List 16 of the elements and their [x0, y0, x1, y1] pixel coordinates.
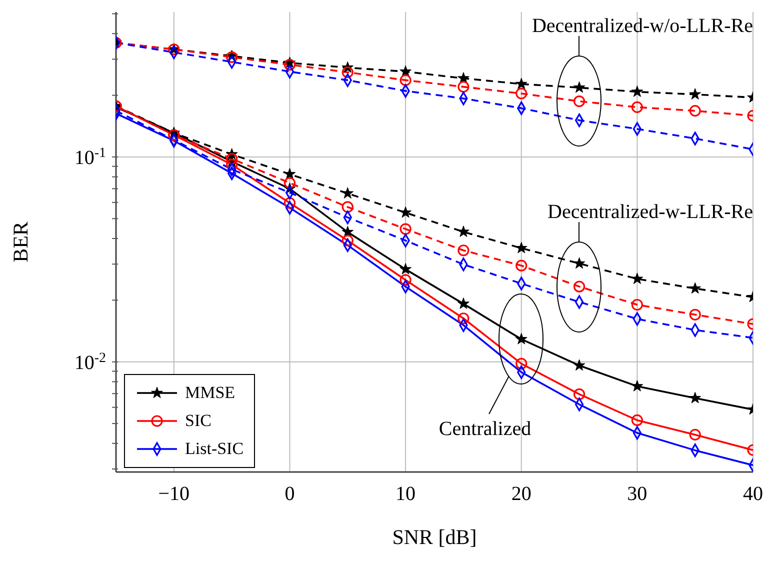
x-tick-label: 40 [743, 483, 763, 505]
annotation: Decentralized-w/o-LLR-Re [532, 15, 754, 37]
x-axis-title: SNR [dB] [392, 525, 477, 549]
legend-label: MMSE [185, 383, 236, 403]
x-tick-label: 30 [627, 483, 648, 505]
x-tick-label: 20 [511, 483, 532, 505]
legend-label: List-SIC [185, 439, 244, 459]
annotation: Decentralized-w-LLR-Re [548, 201, 754, 223]
x-tick-label: 0 [284, 483, 295, 505]
y-tick-label: 10$^{-2}$ [74, 350, 106, 374]
y-tick-label: 10$^{-1}$ [74, 145, 106, 169]
annotation: Centralized [438, 418, 532, 440]
legend-label: SIC [185, 411, 212, 431]
y-axis-title: BER [8, 222, 32, 262]
x-tick-label: −10 [158, 483, 190, 505]
x-tick-label: 10 [396, 483, 416, 505]
